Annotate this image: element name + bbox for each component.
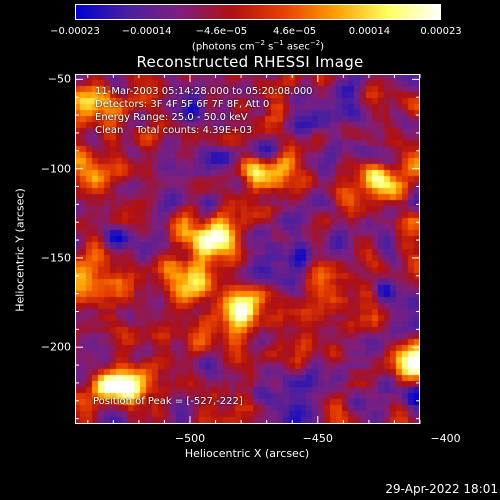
colorbar-tick-label: −4.6e−05 <box>195 26 248 37</box>
y-tick-label: −50 <box>47 72 71 86</box>
y-tick-label: −200 <box>40 340 71 354</box>
colorbar-unit: (photons cm−2 s−1 asec−2) <box>191 39 325 53</box>
energy-range-annotation: Energy Range: 25.0 - 50.0 keV <box>95 112 248 123</box>
clean-counts-annotation: Clean Total counts: 4.39E+03 <box>95 125 253 136</box>
x-tick-label: −500 <box>174 432 206 445</box>
time-range-annotation: 11-Mar-2003 05:14:28.000 to 05:20:08.000 <box>95 86 313 97</box>
timestamp: 29-Apr-2022 18:01 <box>385 482 498 496</box>
colorbar-tick-label: 0.00023 <box>420 26 462 37</box>
colorbar <box>75 4 441 20</box>
colorbar-tick-label: −0.00023 <box>50 26 100 37</box>
x-tick-label: −400 <box>430 432 461 445</box>
colorbar-tick-label: −0.00014 <box>121 26 172 37</box>
x-axis-label: Heliocentric X (arcsec) <box>184 447 310 460</box>
chart-title: Reconstructed RHESSI Image <box>136 53 364 71</box>
x-tick-label: −450 <box>302 432 333 445</box>
heatmap-image <box>75 74 420 424</box>
detectors-annotation: Detectors: 3F 4F 5F 6F 7F 8F, Att 0 <box>95 99 270 110</box>
colorbar-tick-label: 0.00014 <box>348 26 391 37</box>
y-axis-label: Heliocentric Y (arcsec) <box>13 188 27 312</box>
y-tick-label: −100 <box>40 162 71 176</box>
colorbar-tick-label: 4.6e−05 <box>273 26 317 37</box>
peak-position-label: Position of Peak = [-527,-222] <box>93 396 243 407</box>
y-tick-label: −150 <box>40 251 71 265</box>
